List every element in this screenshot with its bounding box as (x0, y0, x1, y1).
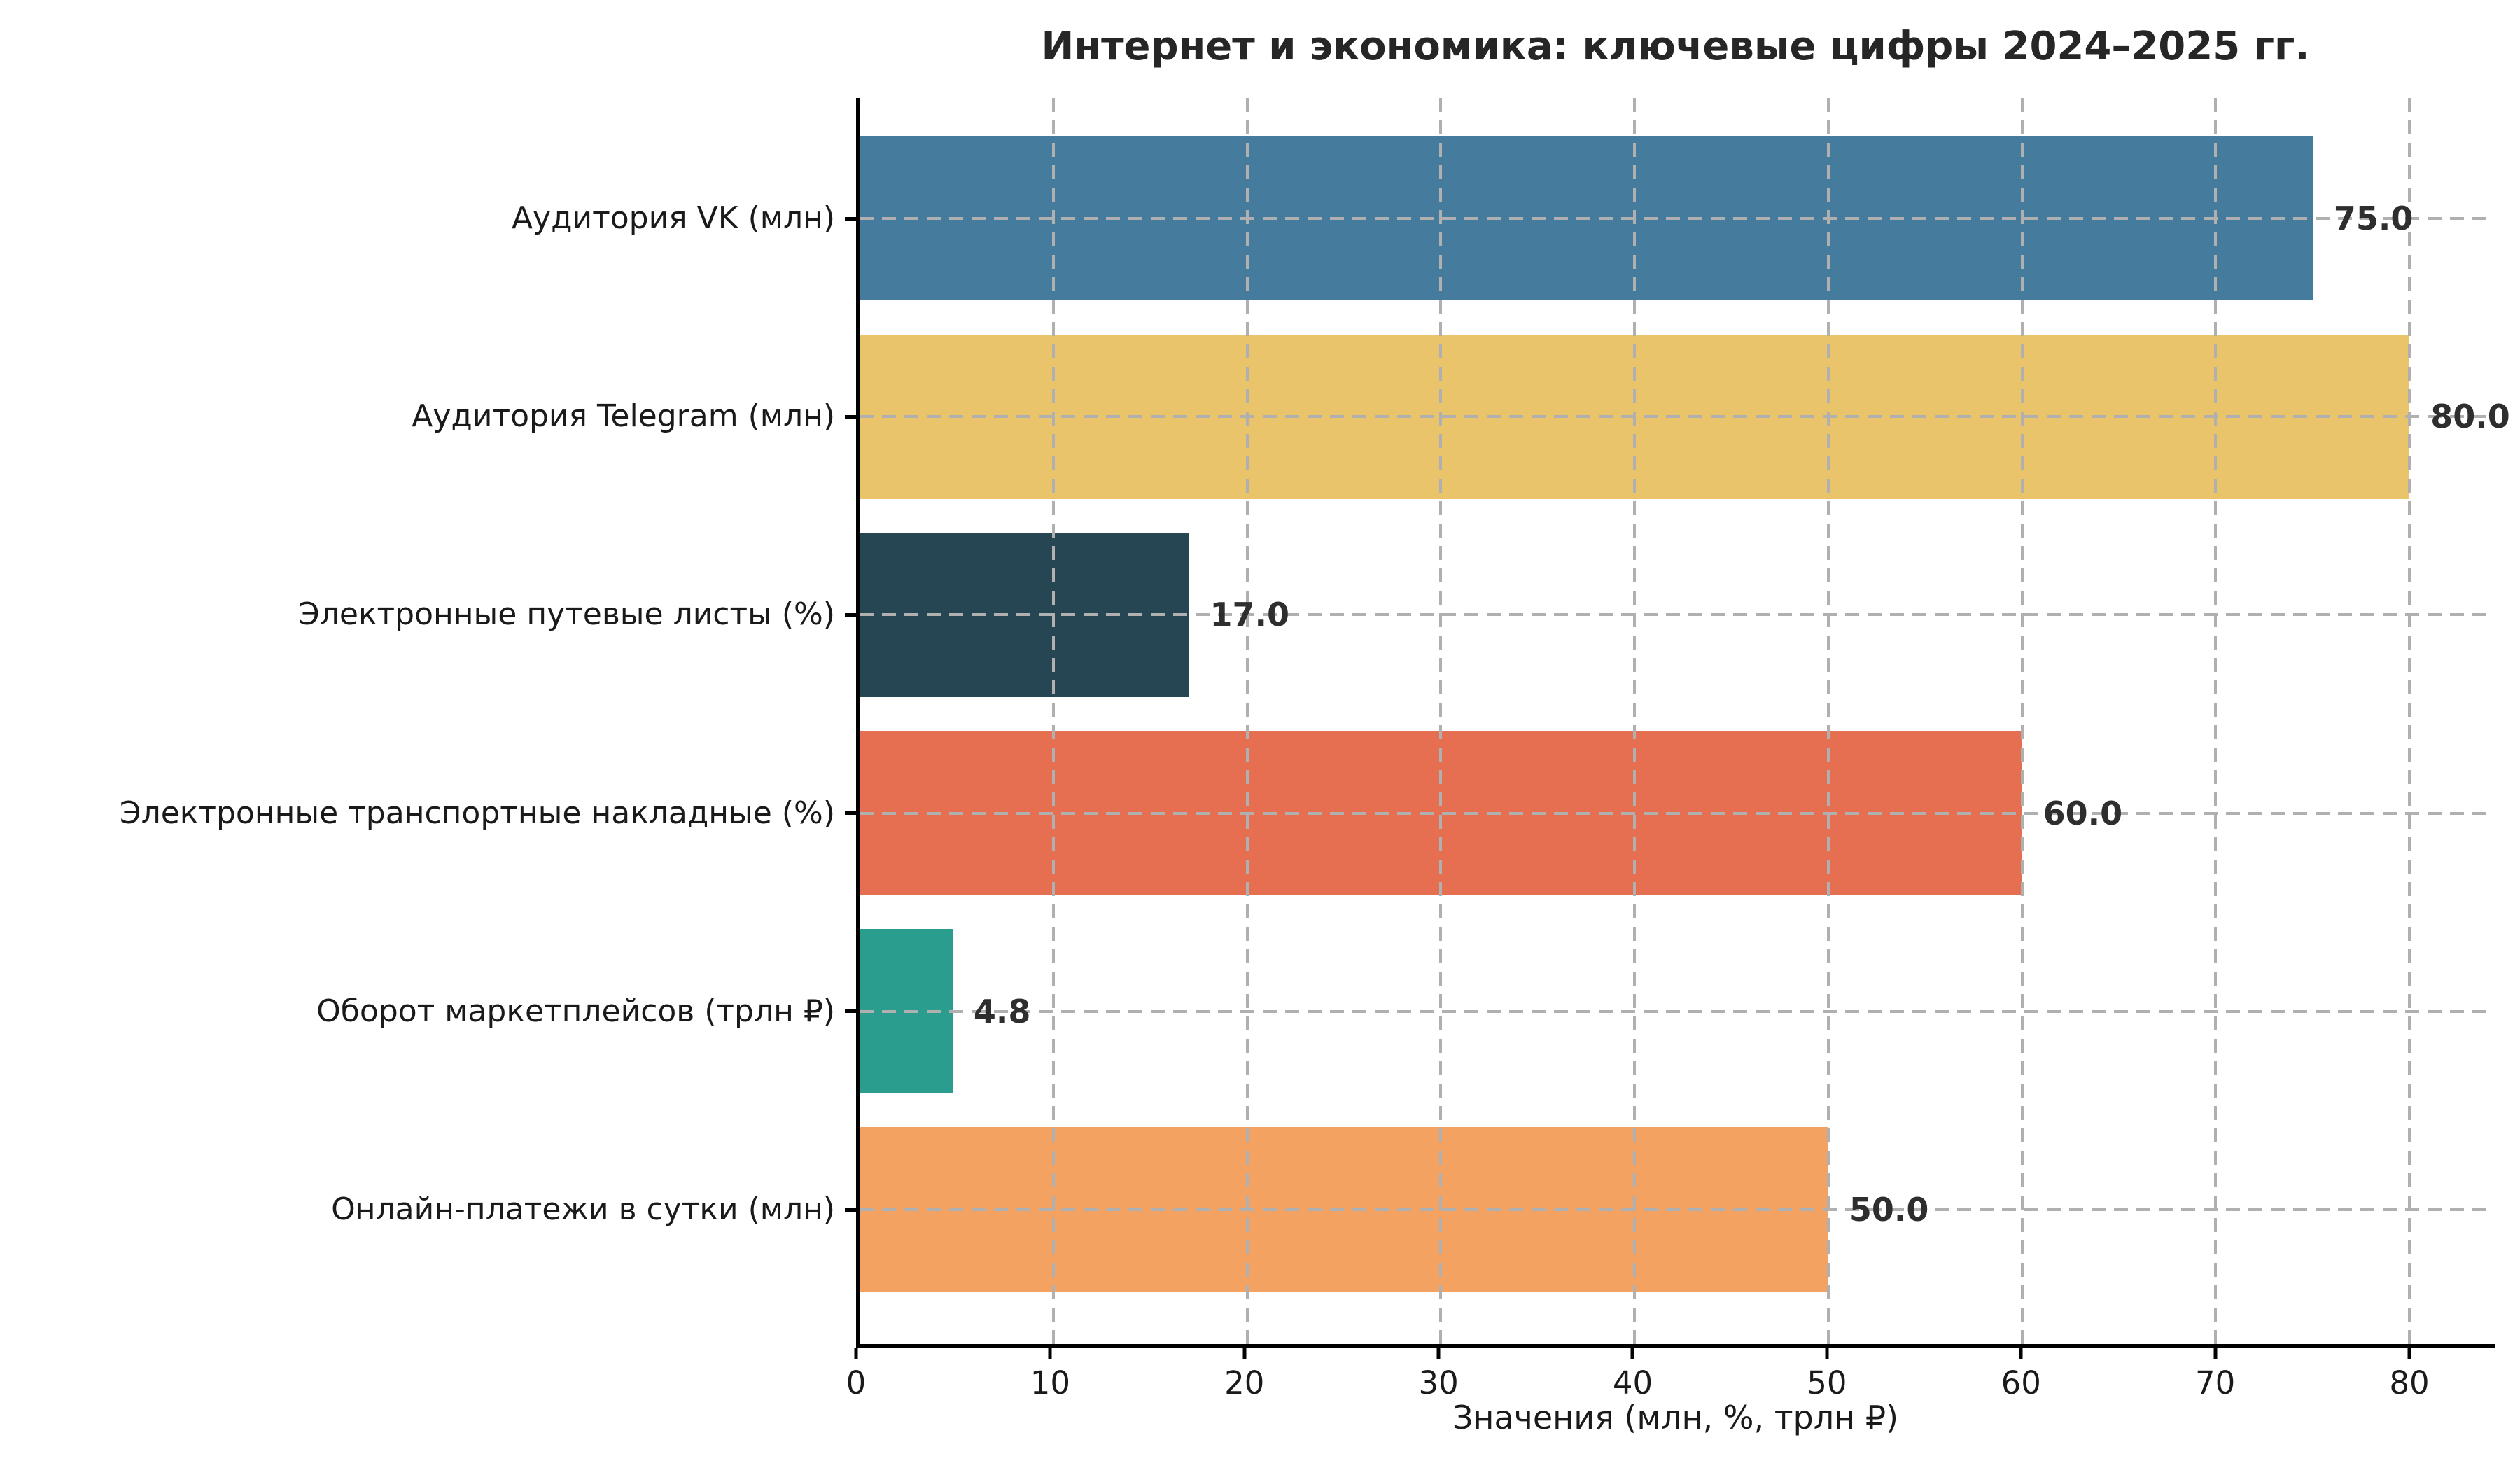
bar-row: 80.0 (860, 318, 2510, 516)
bar-marketplace-turnover (860, 929, 953, 1094)
y-axis: Аудитория VK (млн) Аудитория Telegram (м… (0, 98, 856, 1348)
x-tick-mark (2019, 1348, 2023, 1359)
x-tick-mark (854, 1348, 858, 1359)
value-label: 75.0 (2333, 199, 2414, 237)
x-tick-mark (2213, 1348, 2218, 1359)
y-axis-label: Аудитория Telegram (млн) (412, 398, 835, 435)
bar-vk (860, 136, 2313, 301)
value-label: 4.8 (973, 992, 1031, 1030)
y-tick-mark (845, 414, 856, 419)
bar-row: 50.0 (860, 1110, 2495, 1308)
value-label: 17.0 (1210, 596, 1290, 634)
y-tick-mark (845, 1009, 856, 1014)
bar-waybills (860, 532, 1189, 697)
y-axis-label: Аудитория VK (млн) (511, 200, 835, 236)
x-tick-label: 0 (846, 1364, 867, 1401)
bar-transport-invoices (860, 731, 2022, 896)
y-axis-label: Электронные транспортные накладные (%) (119, 794, 835, 831)
y-axis-label: Онлайн-платежи в сутки (млн) (331, 1191, 835, 1227)
y-axis-label: Оборот маркетплейсов (трлн ₽) (316, 993, 835, 1029)
x-tick-mark (1436, 1348, 1441, 1359)
y-tick-mark (845, 612, 856, 617)
x-tick-label: 50 (1807, 1364, 1847, 1401)
y-tick-mark (845, 1208, 856, 1212)
x-axis-title: Значения (млн, %, трлн ₽) (1452, 1399, 1899, 1436)
x-tick-label: 30 (1418, 1364, 1459, 1401)
x-tick-mark (1630, 1348, 1634, 1359)
x-tick-label: 40 (1612, 1364, 1653, 1401)
bar-row: 4.8 (860, 912, 2495, 1110)
plot-area: 75.0 80.0 17.0 60.0 4.8 50.0 (856, 98, 2510, 1348)
bar-telegram (860, 334, 2410, 499)
value-label: 80.0 (2430, 398, 2510, 436)
x-tick-label: 20 (1224, 1364, 1265, 1401)
bar-row: 17.0 (860, 516, 2495, 714)
x-tick-mark (2407, 1348, 2412, 1359)
y-axis-label: Электронные путевые листы (%) (298, 596, 835, 633)
x-tick-mark (1825, 1348, 1829, 1359)
chart-title: Интернет и экономика: ключевые цифры 202… (1041, 24, 2310, 69)
value-label: 50.0 (1849, 1190, 1929, 1228)
x-axis: 0 10 20 30 40 50 60 70 80 (846, 1348, 2495, 1438)
x-tick-label: 10 (1030, 1364, 1070, 1401)
x-tick-mark (1242, 1348, 1247, 1359)
y-tick-mark (845, 216, 856, 220)
value-label: 60.0 (2043, 794, 2123, 832)
bar-row: 60.0 (860, 714, 2495, 912)
bar-online-payments (860, 1127, 1828, 1292)
y-tick-mark (845, 811, 856, 816)
horizontal-gridline (860, 1009, 2495, 1013)
x-tick-label: 70 (2194, 1364, 2236, 1401)
x-tick-label: 60 (2001, 1364, 2041, 1401)
x-tick-label: 80 (2389, 1364, 2430, 1401)
bar-row: 75.0 (860, 119, 2495, 317)
x-tick-mark (1048, 1348, 1052, 1359)
